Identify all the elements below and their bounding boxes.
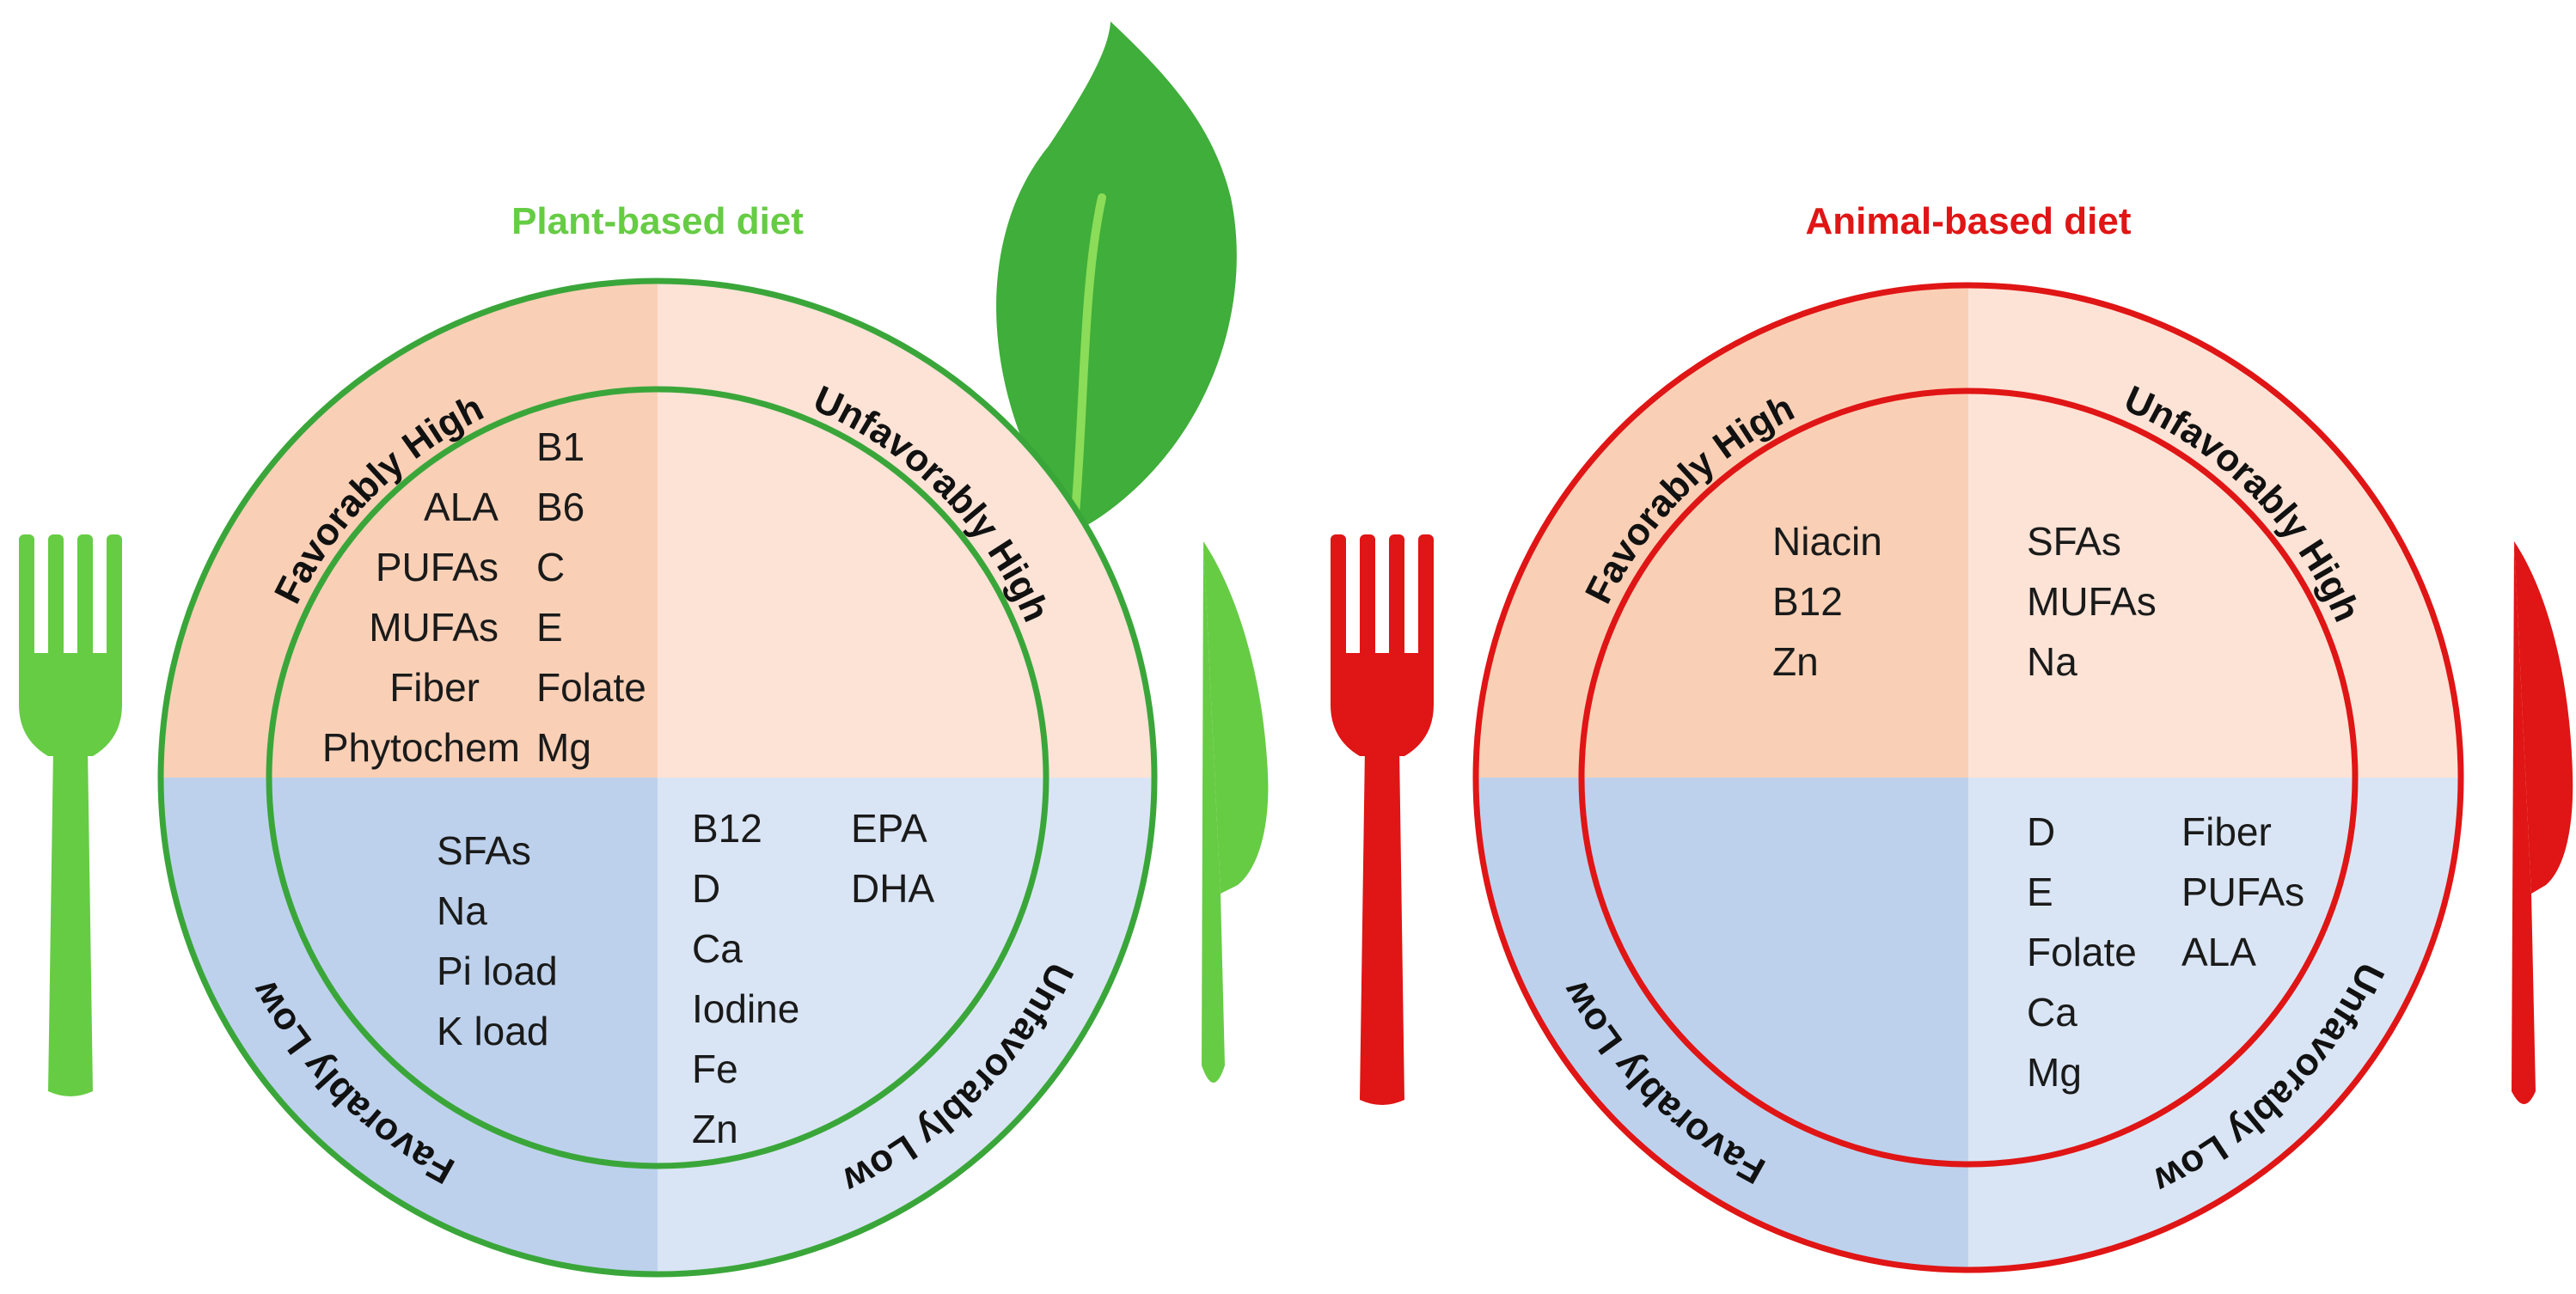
nutrient: Zn	[1772, 639, 1819, 684]
nutrient: B1	[536, 424, 584, 469]
nutrient: SFAs	[437, 828, 531, 873]
plant-favorably-high-list: ALA PUFAs MUFAs Fiber Phytochem B1 B6 C …	[322, 424, 646, 770]
plant-quadrants	[161, 281, 1154, 1274]
nutrient: Mg	[2027, 1050, 2082, 1095]
nutrient: SFAs	[2027, 519, 2121, 564]
animal-unfavorably-low-list: D E Folate Ca Mg Fiber PUFAs ALA	[2027, 809, 2304, 1095]
nutrient: Pi load	[437, 949, 558, 993]
nutrient: Niacin	[1772, 519, 1882, 564]
nutrient: K load	[437, 1009, 548, 1053]
animal-unfavorably-high-list: SFAs MUFAs Na	[2027, 519, 2157, 684]
animal-favorably-high-list: Niacin B12 Zn	[1772, 519, 1882, 684]
nutrient: Fiber	[2181, 809, 2272, 854]
nutrient: D	[692, 866, 720, 911]
plant-plate: Plant-based diet Favorably High Unfavora…	[19, 21, 1269, 1278]
nutrient: C	[536, 545, 565, 589]
nutrient: Mg	[536, 725, 591, 770]
nutrient: Folate	[2027, 930, 2137, 974]
nutrient: E	[536, 605, 563, 650]
plant-title: Plant-based diet	[511, 200, 804, 242]
nutrient: DHA	[851, 866, 934, 911]
nutrient: Fiber	[389, 665, 480, 710]
nutrient: Na	[437, 888, 487, 933]
animal-plate: Animal-based diet Favorably High Unfavor…	[1331, 200, 2573, 1273]
fork-icon	[1331, 534, 1434, 1105]
nutrient: B6	[536, 485, 584, 529]
nutrient: D	[2027, 809, 2055, 854]
nutrient: Folate	[536, 665, 646, 710]
nutrient: Ca	[2027, 990, 2077, 1035]
animal-quadrants	[1476, 285, 2461, 1270]
knife-icon	[1202, 541, 1269, 1083]
nutrient: PUFAs	[2181, 870, 2304, 914]
knife-icon	[2512, 541, 2573, 1104]
nutrient: Zn	[692, 1107, 738, 1151]
animal-outer-rim	[1472, 282, 2464, 1273]
nutrient: PUFAs	[376, 545, 499, 589]
plant-favorably-low-list: SFAs Na Pi load K load	[437, 828, 558, 1053]
animal-title: Animal-based diet	[1806, 200, 2132, 242]
nutrient: B12	[1772, 579, 1843, 624]
nutrient: MUFAs	[2027, 579, 2157, 624]
fork-icon	[19, 534, 122, 1096]
plant-outer-rim	[157, 278, 1158, 1278]
nutrient: E	[2027, 870, 2053, 914]
nutrient: EPA	[851, 806, 927, 851]
nutrient: Na	[2027, 639, 2077, 684]
nutrient: Ca	[692, 926, 743, 971]
nutrient: ALA	[424, 485, 499, 529]
nutrient: ALA	[2181, 930, 2256, 974]
nutrient: MUFAs	[369, 605, 499, 650]
plant-inner-rim	[266, 386, 1049, 1169]
plant-unfavorably-low-list: B12 D Ca Iodine Fe Zn EPA DHA	[692, 806, 934, 1151]
nutrient: Iodine	[692, 986, 799, 1031]
animal-inner-rim	[1578, 388, 2359, 1168]
nutrient: B12	[692, 806, 762, 851]
leaf-icon	[996, 21, 1237, 533]
nutrient: Fe	[692, 1047, 738, 1091]
nutrient: Phytochem	[322, 725, 520, 770]
